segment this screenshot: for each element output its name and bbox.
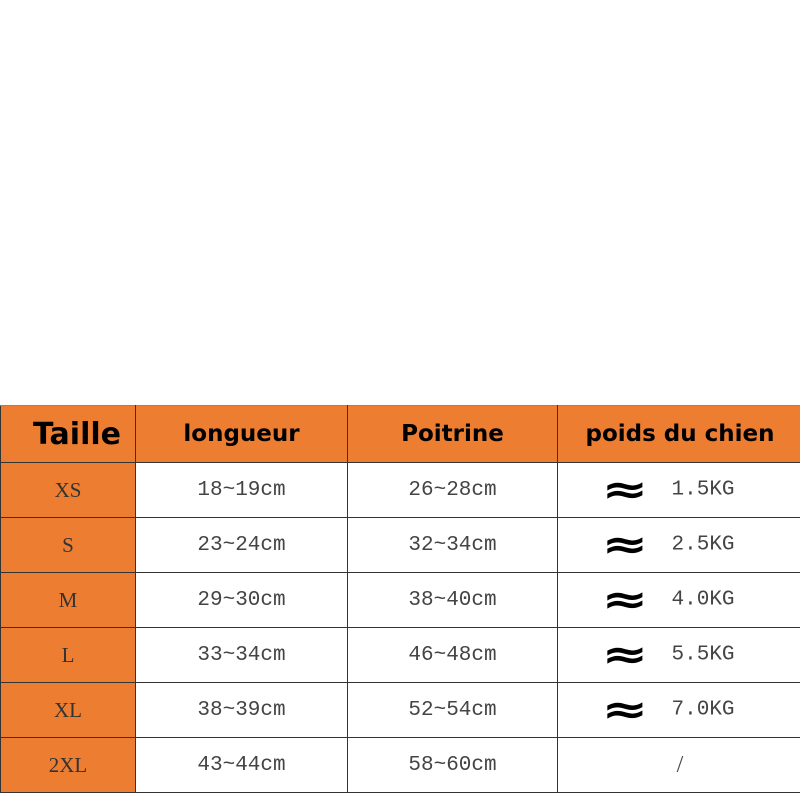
table-row: S 23~24cm 32~34cm ≈2.5KG xyxy=(0,517,800,573)
header-length: longueur xyxy=(135,405,348,463)
size-cell: L xyxy=(0,627,136,683)
weight-cell: ≈5.5KG xyxy=(557,627,800,683)
approximately-equal-icon: ≈ xyxy=(601,467,649,513)
weight-cell: ≈2.5KG xyxy=(557,517,800,573)
chest-cell: 26~28cm xyxy=(347,462,558,518)
header-chest: Poitrine xyxy=(347,405,558,463)
weight-value: 4.0KG xyxy=(671,588,735,612)
length-cell: 38~39cm xyxy=(135,682,348,738)
chest-cell: 32~34cm xyxy=(347,517,558,573)
weight-cell: ≈7.0KG xyxy=(557,682,800,738)
weight-value: 7.0KG xyxy=(671,698,735,722)
length-cell: 33~34cm xyxy=(135,627,348,683)
header-size: Taille xyxy=(0,405,136,463)
size-cell: M xyxy=(0,572,136,628)
table-row: 2XL 43~44cm 58~60cm / xyxy=(0,737,800,793)
size-cell: S xyxy=(0,517,136,573)
size-chart-table: Taille longueur Poitrine poids du chien … xyxy=(0,405,800,793)
chest-cell: 38~40cm xyxy=(347,572,558,628)
length-cell: 23~24cm xyxy=(135,517,348,573)
approximately-equal-icon: ≈ xyxy=(601,632,649,678)
header-row: Taille longueur Poitrine poids du chien xyxy=(0,405,800,463)
weight-value: 5.5KG xyxy=(671,643,735,667)
header-weight: poids du chien xyxy=(557,405,800,463)
length-cell: 43~44cm xyxy=(135,737,348,793)
table-row: XL 38~39cm 52~54cm ≈7.0KG xyxy=(0,682,800,738)
chest-cell: 52~54cm xyxy=(347,682,558,738)
weight-cell: / xyxy=(557,737,800,793)
length-cell: 18~19cm xyxy=(135,462,348,518)
weight-value: / xyxy=(676,751,684,778)
weight-value: 2.5KG xyxy=(671,533,735,557)
weight-cell: ≈1.5KG xyxy=(557,462,800,518)
size-cell: XL xyxy=(0,682,136,738)
approximately-equal-icon: ≈ xyxy=(601,522,649,568)
table-row: L 33~34cm 46~48cm ≈5.5KG xyxy=(0,627,800,683)
table-row: XS 18~19cm 26~28cm ≈1.5KG xyxy=(0,462,800,518)
length-cell: 29~30cm xyxy=(135,572,348,628)
approximately-equal-icon: ≈ xyxy=(601,687,649,733)
size-cell: 2XL xyxy=(0,737,136,793)
approximately-equal-icon: ≈ xyxy=(601,577,649,623)
chest-cell: 46~48cm xyxy=(347,627,558,683)
weight-cell: ≈4.0KG xyxy=(557,572,800,628)
chest-cell: 58~60cm xyxy=(347,737,558,793)
table-row: M 29~30cm 38~40cm ≈4.0KG xyxy=(0,572,800,628)
size-cell: XS xyxy=(0,462,136,518)
weight-value: 1.5KG xyxy=(671,478,735,502)
